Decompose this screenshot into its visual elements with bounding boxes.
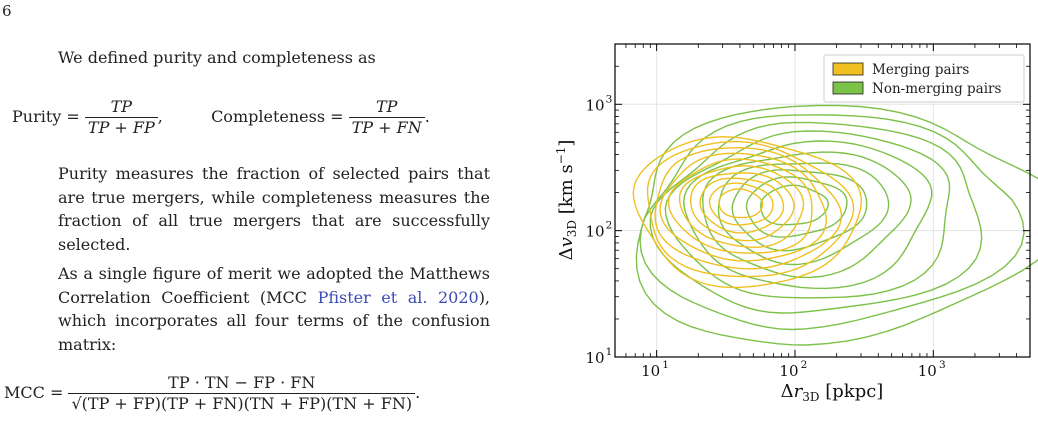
contour-nonmerging xyxy=(664,130,951,299)
contour-nonmerging xyxy=(635,104,1038,346)
contour-merging xyxy=(654,146,843,270)
contour-merging xyxy=(646,140,855,278)
contour-merging xyxy=(678,165,805,249)
y-tick-label: 10 xyxy=(585,96,604,114)
x-tick-label-exponent: 3 xyxy=(939,359,946,371)
y-tick-label-exponent: 3 xyxy=(606,93,613,105)
legend-swatch-merging xyxy=(832,62,864,76)
x-axis-label: Δr3D [pkpc] xyxy=(781,381,884,404)
mcc-equation: MCC = TP · TN − FP · FN √(TP + FP)(TP + … xyxy=(4,373,421,414)
contour-merging xyxy=(659,152,827,262)
contour-merging xyxy=(718,188,764,219)
mcc-label: MCC xyxy=(4,383,45,402)
legend: Merging pairs Non-merging pairs xyxy=(823,54,1025,103)
purity-numerator: TP xyxy=(84,97,158,118)
contour-merging xyxy=(689,172,795,242)
y-tick-label-exponent: 1 xyxy=(606,346,613,358)
x-tick-label-exponent: 1 xyxy=(662,359,669,371)
completeness-denominator: TP + FN xyxy=(351,118,422,137)
completeness-fraction: TP TP + FN xyxy=(348,97,425,138)
y-tick-label-exponent: 2 xyxy=(606,220,613,232)
legend-label-merging: Merging pairs xyxy=(872,62,969,78)
y-tick-label: 10 xyxy=(585,223,604,241)
paragraph-mcc: As a single figure of merit we adopted t… xyxy=(58,262,490,356)
contour-chart: 10 1 10 2 10 310 110 210 3 Merging pairs Non-mer… xyxy=(554,43,1038,404)
completeness-label: Completeness xyxy=(211,107,326,126)
legend-box xyxy=(823,54,1025,103)
mcc-denominator: √(TP + FP)(TP + FN)(TN + FP)(TN + FN) xyxy=(71,394,413,413)
y-axis-label: Δv3D [km s−1] xyxy=(554,140,579,261)
paragraph-purity: Purity measures the fraction of selected… xyxy=(58,164,490,254)
tick-layer: 10 1 10 2 10 310 110 210 3 xyxy=(585,43,1031,380)
x-tick-label-exponent: 2 xyxy=(801,359,808,371)
legend-swatch-nonmerging xyxy=(832,81,864,95)
page-number: 6 xyxy=(2,2,12,20)
period: . xyxy=(424,107,430,126)
contour-nonmerging xyxy=(731,169,868,252)
contour-merging xyxy=(667,158,813,254)
mcc-fraction: TP · TN − FP · FN √(TP + FP)(TP + FN)(TN… xyxy=(68,373,416,414)
contour-merging xyxy=(699,177,785,234)
contour-nonmerging xyxy=(702,151,912,279)
mcc-numerator: TP · TN − FP · FN xyxy=(68,373,416,394)
citation-link[interactable]: Pfister et al. 2020 xyxy=(317,287,479,307)
y-tick-label: 10 xyxy=(585,349,604,367)
intro-text: We defined purity and completeness as xyxy=(58,48,376,67)
x-tick-label: 10 xyxy=(918,362,937,380)
contour-layer xyxy=(632,104,1038,346)
x-tick-label: 10 xyxy=(779,362,798,380)
x-tick-label: 10 xyxy=(641,362,660,380)
purity-fraction: TP TP + FP xyxy=(84,97,158,138)
contour-merging xyxy=(632,136,862,289)
contour-merging xyxy=(708,182,774,226)
completeness-numerator: TP xyxy=(348,97,425,118)
legend-label-nonmerging: Non-merging pairs xyxy=(872,81,1001,97)
contour-nonmerging xyxy=(649,121,983,314)
mcc-text-end: ), which incorporates all four terms of … xyxy=(58,287,491,354)
mcc-period: . xyxy=(415,383,421,402)
purity-completeness-equation: Purity = TP TP + FP , Completeness = TP … xyxy=(12,97,430,138)
contour-nonmerging xyxy=(745,176,848,238)
purity-denominator: TP + FP xyxy=(87,118,155,137)
mcc-denominator-text: (TP + FP)(TP + FN)(TN + FP)(TN + FN) xyxy=(81,394,413,413)
contour-nonmerging xyxy=(682,140,933,290)
comma: , xyxy=(157,107,163,126)
purity-label: Purity xyxy=(12,107,62,126)
mcc-text-start: As a single figure of merit we adopted t… xyxy=(58,264,490,307)
plot-frame xyxy=(614,43,1031,358)
